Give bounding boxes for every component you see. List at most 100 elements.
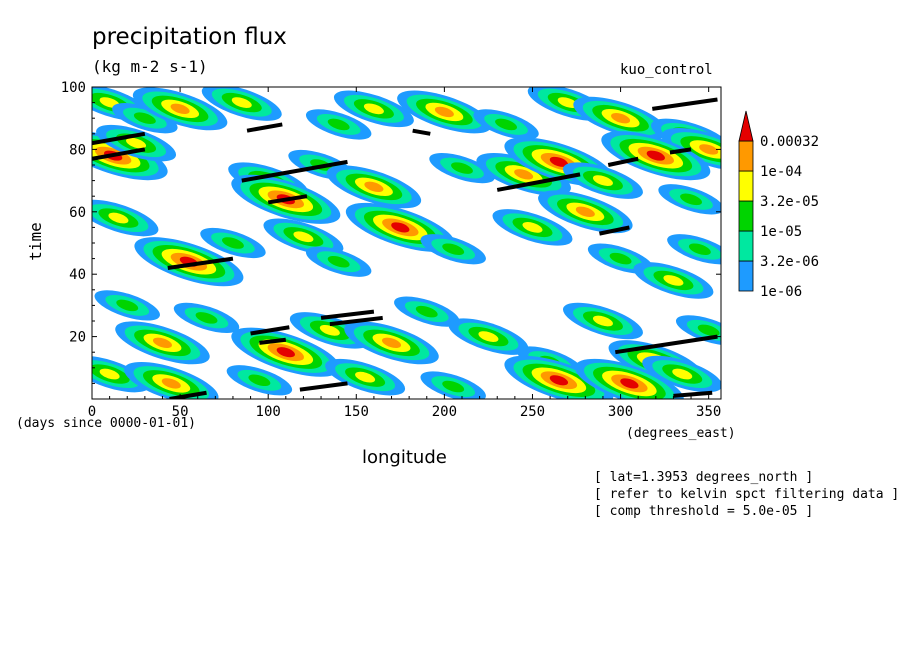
contour-blob — [562, 162, 643, 199]
contour-level — [276, 347, 295, 358]
contour-level — [195, 312, 218, 324]
contour-level — [557, 97, 578, 108]
contour-level — [663, 275, 684, 286]
contour-blob — [633, 262, 714, 299]
kelvin-segment — [599, 225, 630, 236]
contour-level — [549, 156, 569, 167]
contour-blob — [420, 234, 486, 265]
kelvin-segment — [267, 194, 308, 205]
contour-level — [364, 181, 384, 193]
contour-level — [170, 103, 190, 115]
contour-blob — [134, 237, 244, 287]
y-axis-ticks: 20 40 60 80 100 — [61, 80, 721, 384]
kelvin-segment — [167, 256, 234, 270]
kelvin-segment — [250, 325, 290, 336]
colorbar: 1e-06 3.2e-06 1e-05 3.2e-05 1e-04 0.00032 — [738, 110, 819, 300]
x-tick-label: 300 — [608, 404, 633, 420]
kelvin-segment — [299, 381, 348, 392]
x-tick-label: 100 — [256, 404, 281, 420]
contour-blob — [173, 302, 240, 334]
colorbar-label: 3.2e-06 — [760, 254, 819, 270]
contour-blob — [289, 312, 370, 349]
contour-blob — [601, 131, 711, 181]
colorbar-label: 1e-06 — [760, 284, 802, 300]
x-axis-ticks: 0 50 100 150 200 250 300 350 — [88, 87, 721, 420]
kelvin-segment — [607, 156, 639, 167]
contour-level — [451, 162, 473, 174]
contour-level — [116, 299, 139, 312]
contour-level — [108, 212, 129, 224]
contour-blob — [538, 190, 633, 234]
y-tick-label: 40 — [69, 267, 86, 283]
kelvin-segment — [673, 390, 713, 398]
contour-blob — [132, 87, 228, 131]
contour-level — [646, 150, 665, 161]
y-tick-label: 60 — [69, 205, 86, 221]
contour-level — [293, 231, 314, 243]
contour-blob — [574, 358, 684, 399]
time-units: (days since 0000-01-01) — [16, 416, 197, 431]
contour-blob — [675, 315, 721, 346]
colorbar-label: 3.2e-05 — [760, 194, 819, 210]
contour-blob — [305, 246, 372, 277]
x-tick-label: 350 — [696, 404, 721, 420]
contour-level — [133, 112, 156, 124]
colorbar-label: 1e-04 — [760, 164, 802, 180]
contour-blob — [325, 358, 406, 396]
kelvin-segment — [669, 147, 692, 155]
contour-level — [672, 368, 693, 380]
contour-level — [575, 206, 595, 217]
contour-level — [161, 378, 181, 389]
contour-blob — [562, 302, 643, 340]
contour-level — [222, 237, 244, 249]
contour-level — [327, 255, 350, 268]
contour-level — [319, 325, 340, 336]
x-tick-label: 50 — [172, 404, 189, 420]
contour-blob — [333, 90, 414, 128]
chart-title: precipitation flux — [92, 24, 287, 50]
colorbar-box — [738, 230, 754, 262]
kelvin-segment — [92, 147, 146, 161]
contour-level — [327, 118, 350, 131]
contour-blob — [92, 355, 150, 393]
contour-level — [522, 222, 543, 233]
contour-blob — [344, 321, 439, 365]
contour-level — [611, 113, 631, 124]
contour-blob — [448, 318, 529, 355]
contour-level — [688, 243, 711, 256]
chart-units: (kg m-2 s-1) — [92, 57, 208, 76]
contour-level — [609, 252, 632, 265]
contour-blob — [397, 90, 492, 134]
kelvin-segment — [169, 390, 207, 399]
contour-blob — [473, 109, 539, 140]
contour-blob — [573, 96, 668, 140]
contour-level — [126, 137, 147, 149]
contour-field — [92, 87, 721, 399]
contour-blob — [476, 152, 571, 196]
contour-level — [592, 315, 613, 327]
kelvin-segment — [329, 315, 383, 327]
contour-level — [152, 337, 172, 349]
contour-blob — [492, 209, 573, 246]
y-tick-label: 100 — [61, 80, 86, 96]
contour-level — [415, 305, 438, 318]
kelvin-wave-segments — [92, 97, 718, 399]
refer-note: [ refer to kelvin spct filtering data ] — [594, 487, 900, 502]
contour-blob — [200, 227, 266, 259]
kelvin-segment — [412, 128, 431, 136]
colorbar-box — [738, 140, 754, 172]
contour-level — [549, 375, 569, 386]
contour-level — [434, 106, 454, 118]
colorbar-label: 1e-05 — [760, 224, 802, 240]
contour-level — [99, 368, 120, 380]
contour-level — [592, 175, 613, 186]
contour-blob — [394, 296, 460, 327]
contour-blob — [201, 87, 282, 121]
colorbar-box — [738, 170, 754, 202]
x-axis-label: longitude — [362, 447, 447, 468]
kelvin-segment — [92, 131, 146, 146]
contour-blob — [115, 321, 210, 365]
contour-level — [391, 222, 410, 233]
contour-blob — [326, 165, 422, 209]
